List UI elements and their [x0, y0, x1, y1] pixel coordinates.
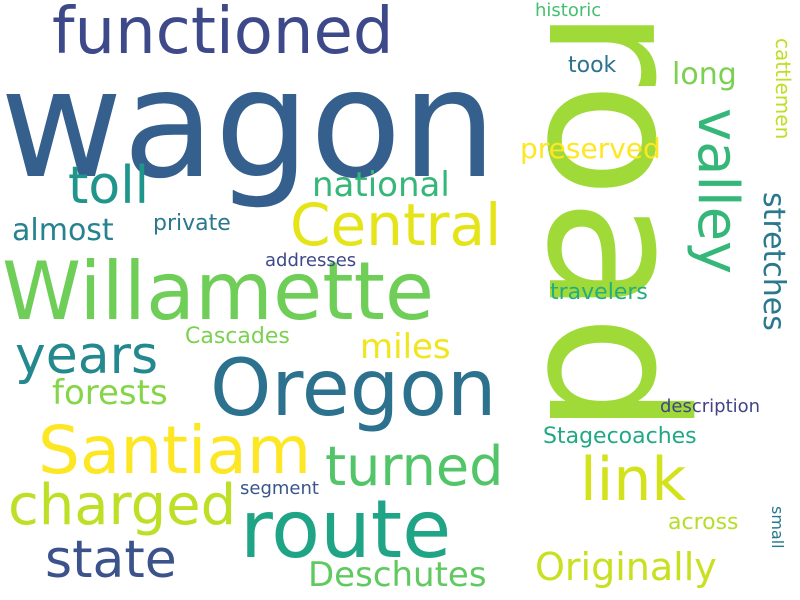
word-charged: charged	[8, 473, 237, 538]
word-originally: Originally	[535, 545, 717, 589]
word-cascades: Cascades	[185, 324, 290, 349]
word-link: link	[580, 445, 687, 515]
word-forests: forests	[52, 373, 168, 413]
word-wagon: wagon	[0, 38, 497, 212]
word-private: private	[153, 211, 231, 236]
word-travelers: travelers	[550, 280, 648, 305]
word-stretches: stretches	[756, 192, 791, 331]
word-oregon: Oregon	[210, 344, 497, 434]
word-santiam: Santiam	[38, 412, 312, 489]
word-central: Central	[290, 191, 502, 259]
word-deschutes: Deschutes	[308, 555, 487, 595]
word-took: took	[568, 53, 617, 78]
word-cattlemen: cattlemen	[771, 38, 795, 140]
word-across: across	[668, 510, 739, 535]
word-small: small	[768, 506, 787, 549]
word-valley: valley	[685, 108, 750, 275]
word-turned: turned	[325, 435, 504, 498]
word-preserved: preserved	[520, 132, 661, 165]
word-willamette: Willamette	[2, 245, 435, 338]
word-state: state	[45, 530, 177, 590]
word-national: national	[312, 165, 450, 205]
word-description: description	[660, 396, 761, 417]
word-route: route	[240, 483, 452, 576]
word-stagecoaches: Stagecoaches	[543, 424, 697, 449]
word-functioned: functioned	[52, 0, 394, 69]
word-toll: toll	[68, 156, 150, 216]
word-long: long	[672, 57, 737, 92]
word-years: years	[15, 326, 159, 386]
word-almost: almost	[12, 213, 114, 248]
word-addresses: addresses	[265, 250, 357, 271]
word-segment: segment	[240, 478, 319, 499]
word-historic: historic	[535, 0, 602, 21]
word-miles: miles	[360, 327, 451, 367]
